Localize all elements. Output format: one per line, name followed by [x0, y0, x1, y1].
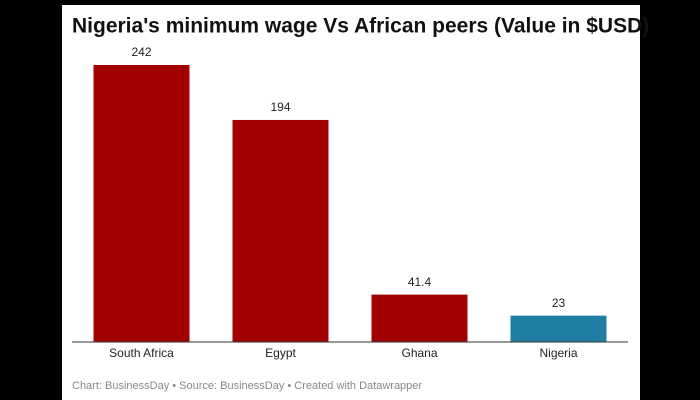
bar [510, 315, 607, 342]
data-label: 194 [270, 100, 290, 114]
bar [93, 65, 190, 342]
data-label: 242 [131, 45, 151, 59]
chart-footer: Chart: BusinessDay • Source: BusinessDay… [72, 380, 422, 392]
data-label: 23 [552, 296, 566, 310]
x-tick-label: Ghana [401, 346, 437, 360]
chart-title: Nigeria's minimum wage Vs African peers … [72, 15, 649, 38]
bar [232, 119, 329, 343]
x-tick-label: South Africa [109, 346, 174, 360]
data-label: 41.4 [408, 275, 432, 289]
bar [371, 294, 468, 342]
x-tick-label: Egypt [265, 346, 296, 360]
x-tick-label: Nigeria [539, 346, 577, 360]
